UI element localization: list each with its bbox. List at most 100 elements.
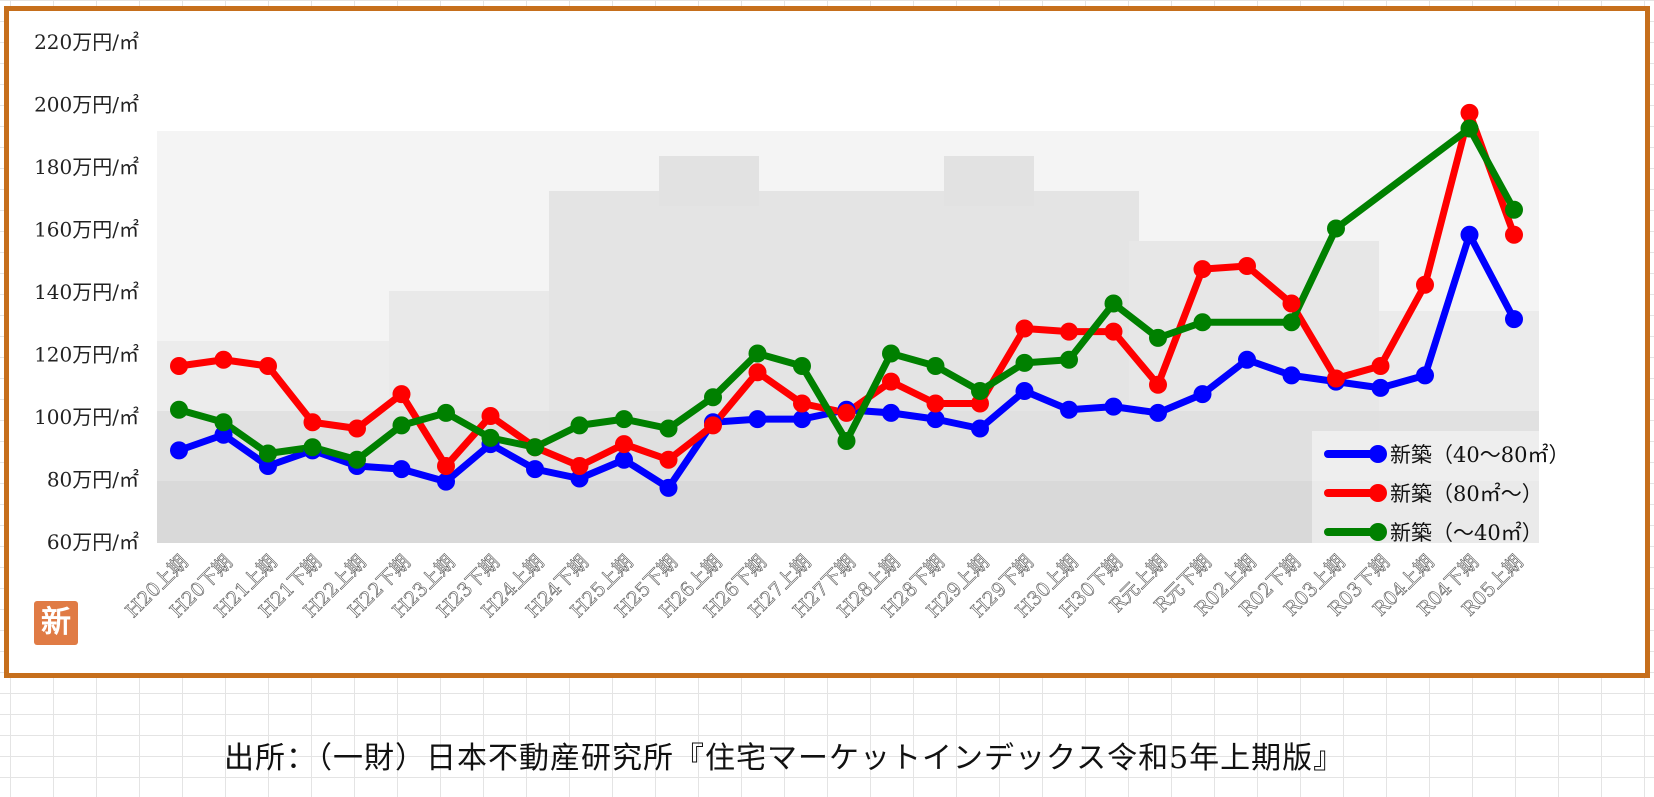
data-point (1060, 322, 1078, 341)
data-point (926, 357, 945, 375)
legend-marker-red (1369, 484, 1387, 502)
legend-swatch-green (1324, 528, 1380, 536)
data-point (303, 438, 322, 457)
data-point (526, 438, 544, 457)
data-point (971, 382, 989, 400)
data-point (481, 428, 500, 447)
y-tick-label: 100万円/㎡ (34, 405, 139, 429)
data-point (437, 403, 455, 422)
y-tick-label: 180万円/㎡ (34, 155, 139, 179)
series-line (175, 125, 1518, 464)
data-point (1193, 260, 1212, 279)
y-tick-label: 160万円/㎡ (34, 218, 139, 242)
data-point (1015, 319, 1034, 338)
data-point (659, 478, 678, 497)
legend-marker-blue (1369, 445, 1387, 463)
legend-label: 新築（～40㎡） (1390, 521, 1543, 545)
data-point (1104, 294, 1123, 313)
data-point (1238, 350, 1256, 369)
data-point (1149, 403, 1167, 422)
data-point (348, 419, 366, 438)
data-point (570, 416, 589, 435)
data-point (570, 469, 589, 488)
data-point (793, 410, 811, 429)
y-axis-labels: 60万円/㎡ 80万円/㎡ 100万円/㎡ 120万円/㎡ 140万円/㎡ 160万円/㎡… (34, 30, 139, 554)
data-point (1149, 328, 1167, 347)
data-point (1327, 219, 1345, 238)
data-point (1104, 322, 1123, 341)
legend-label: 新築（40～80㎡） (1390, 443, 1570, 467)
legend-label: 新築（80㎡～） (1390, 482, 1543, 506)
data-point (615, 435, 633, 454)
data-point (392, 385, 411, 404)
data-point (837, 403, 856, 422)
series-points (170, 103, 1523, 497)
data-point (392, 460, 411, 479)
data-point (481, 407, 500, 425)
data-point (704, 416, 722, 435)
data-point (1060, 400, 1078, 419)
data-point (526, 460, 544, 479)
data-point (1416, 366, 1434, 385)
data-point (882, 403, 900, 422)
data-point (1193, 313, 1212, 332)
legend-item-40-80: 新築（40～80㎡） (1324, 437, 1594, 471)
data-point (259, 444, 277, 463)
data-point (1193, 385, 1212, 404)
data-point (170, 441, 188, 460)
data-point (704, 388, 722, 407)
legend-swatch-red (1324, 489, 1380, 497)
data-point (259, 357, 277, 375)
data-point (1015, 382, 1034, 400)
data-point (926, 410, 945, 429)
data-point (170, 357, 188, 375)
data-point (303, 413, 322, 432)
y-tick-label: 80万円/㎡ (47, 468, 139, 492)
data-point (1238, 257, 1256, 275)
data-point (971, 394, 989, 413)
y-tick-label: 140万円/㎡ (34, 280, 139, 304)
data-point (1505, 200, 1523, 219)
chart-legend: 新築（40～80㎡） 新築（80㎡～） 新築（～40㎡） (1312, 431, 1596, 553)
data-point (1327, 369, 1345, 388)
data-point (882, 344, 900, 363)
data-point (1060, 350, 1078, 369)
new-stamp-icon: 新 (34, 601, 78, 645)
data-point (748, 344, 767, 363)
data-point (392, 416, 411, 435)
data-point (793, 357, 811, 375)
data-point (214, 425, 233, 444)
source-note: 出所：（一財）日本不動産研究所『住宅マーケットインデックス令和5年上期版』 (224, 741, 1345, 776)
x-axis-labels: H20上期H20下期H21上期H21下期H22上期H22下期H23上期H23下期… (121, 551, 1528, 623)
data-point (1460, 103, 1479, 122)
data-point (1505, 310, 1523, 329)
data-point (1371, 357, 1390, 375)
data-point (748, 410, 767, 429)
data-point (1460, 225, 1479, 244)
legend-item-80-plus: 新築（80㎡～） (1324, 476, 1594, 510)
data-point (214, 413, 233, 432)
y-tick-label: 220万円/㎡ (34, 30, 139, 54)
data-point (1015, 353, 1034, 372)
data-point (748, 363, 767, 382)
data-point (259, 457, 277, 475)
data-point (1460, 119, 1479, 138)
data-point (659, 419, 678, 438)
line-chart: 60万円/㎡ 80万円/㎡ 100万円/㎡ 120万円/㎡ 140万円/㎡ 160万円/㎡… (34, 30, 1539, 623)
data-point (1282, 313, 1301, 332)
data-point (837, 432, 856, 450)
data-point (1505, 225, 1523, 244)
y-tick-label: 120万円/㎡ (34, 343, 139, 367)
data-point (348, 450, 366, 469)
data-point (1104, 397, 1123, 416)
data-point (570, 457, 589, 475)
data-point (437, 472, 455, 491)
data-point (971, 419, 989, 438)
legend-marker-green (1369, 523, 1387, 541)
data-point (882, 372, 900, 391)
data-point (1416, 275, 1434, 294)
data-point (1149, 375, 1167, 394)
data-point (793, 394, 811, 413)
data-point (1282, 294, 1301, 313)
legend-item-under-40: 新築（～40㎡） (1324, 515, 1594, 549)
